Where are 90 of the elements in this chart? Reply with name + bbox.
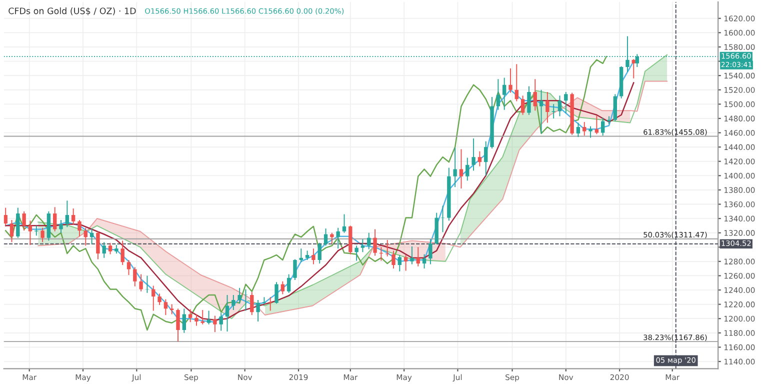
candlestick (539, 89, 544, 134)
candlestick (514, 64, 518, 102)
candlestick (28, 220, 32, 246)
candlestick (318, 242, 322, 264)
candlestick (360, 238, 365, 253)
candlestick (312, 248, 316, 265)
candlestick (453, 147, 457, 188)
candlestick (22, 210, 26, 232)
candlestick (576, 122, 580, 138)
candlestick (466, 157, 470, 182)
candlestick (428, 238, 432, 265)
candlestick (4, 207, 8, 226)
candlestick (502, 77, 506, 110)
candlestick (594, 115, 599, 135)
candlestick (293, 258, 297, 280)
candlestick (34, 225, 38, 236)
candlestick (244, 288, 248, 312)
candlestick (133, 266, 137, 287)
candlestick (84, 227, 88, 246)
candlestick (262, 296, 266, 305)
candlestick (176, 308, 180, 342)
candlestick (367, 232, 371, 250)
candlestick (206, 310, 211, 325)
candlestick (416, 246, 420, 267)
candlestick (564, 92, 568, 114)
candlestick (558, 95, 562, 117)
candlestick (213, 315, 217, 333)
candlestick (459, 148, 464, 189)
candlestick (219, 312, 223, 332)
candlestick (59, 219, 63, 234)
candlestick (182, 308, 186, 334)
candlestick (336, 227, 340, 250)
candlestick (250, 292, 254, 316)
candlestick (40, 227, 44, 243)
candlestick (194, 314, 198, 326)
candlestick (53, 206, 57, 232)
candlestick (305, 250, 310, 260)
candlestick (601, 117, 605, 136)
candlestick (120, 240, 124, 266)
candlestick (582, 122, 586, 136)
candlestick (256, 300, 260, 322)
candlestick (152, 285, 156, 312)
candlestick (200, 310, 204, 325)
candlestick (188, 308, 192, 323)
candlestick (268, 296, 272, 312)
candlestick (324, 228, 328, 246)
candlestick (386, 239, 390, 257)
candlestick (342, 214, 346, 234)
candlestick (398, 254, 402, 272)
candlestick (145, 275, 150, 294)
candlestick (286, 274, 291, 294)
candlestick (472, 138, 476, 172)
candlestick (508, 68, 512, 94)
candlestick (422, 254, 426, 270)
candlestick (108, 242, 112, 255)
candlestick (102, 242, 106, 258)
candlestick (330, 232, 334, 244)
candlestick (139, 274, 143, 292)
candlestick (158, 293, 162, 306)
candlestick (373, 228, 377, 256)
candlestick (71, 208, 76, 226)
candlestick (10, 219, 14, 243)
candlestick (478, 150, 482, 167)
candlestick (527, 86, 531, 116)
candlestick (274, 282, 278, 304)
candlestick (126, 259, 131, 276)
candlestick (392, 250, 396, 270)
candlestick (613, 94, 618, 122)
candlestick (238, 287, 242, 304)
candlestick (520, 95, 525, 116)
candlestick (404, 254, 408, 272)
candlestick (354, 245, 358, 262)
candlestick (496, 78, 500, 110)
candlestick (225, 294, 230, 332)
candlestick (232, 294, 236, 311)
candlestick (484, 140, 488, 176)
candlestick (170, 304, 174, 315)
candlestick (588, 126, 592, 138)
candlestick (16, 207, 20, 238)
candlestick (96, 230, 100, 260)
candlestick (440, 205, 445, 233)
candlestick (632, 58, 636, 79)
candlestick (533, 78, 537, 112)
candlestick (164, 298, 168, 316)
candlestick (78, 219, 82, 237)
candlestick (65, 200, 70, 228)
candlestick (410, 246, 414, 265)
text: CFDs on Gold (US$ / OZ) · 1D (8, 7, 136, 16)
candlestick (280, 280, 285, 295)
candlestick (546, 92, 550, 124)
